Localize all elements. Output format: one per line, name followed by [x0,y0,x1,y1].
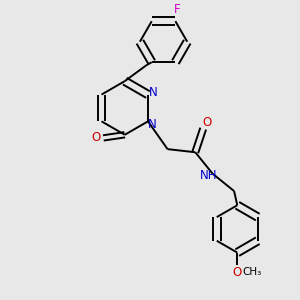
Text: F: F [174,3,180,16]
Text: NH: NH [200,169,218,182]
Text: N: N [148,118,157,131]
Text: N: N [149,86,158,100]
Text: CH₃: CH₃ [243,267,262,277]
Text: O: O [202,116,212,129]
Text: O: O [92,131,101,144]
Text: O: O [232,266,242,279]
